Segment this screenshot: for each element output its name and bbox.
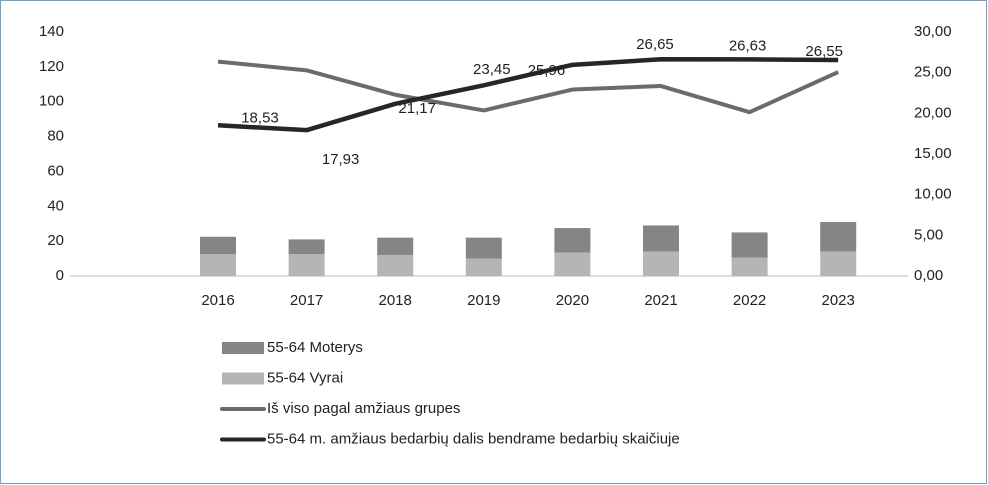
bar — [643, 225, 679, 252]
data-label: 17,93 — [322, 151, 360, 168]
bar — [731, 232, 768, 258]
y2-tick-label: 10,00 — [914, 186, 952, 203]
bar — [200, 236, 236, 255]
data-label: 26,63 — [729, 37, 767, 54]
data-label: 23,45 — [473, 61, 511, 78]
bar — [820, 251, 857, 276]
x-tick-label: 2019 — [467, 292, 500, 309]
x-tick-label: 2020 — [556, 292, 589, 309]
bar — [377, 255, 414, 276]
bar — [200, 254, 236, 276]
data-label: 21,17 — [398, 100, 436, 117]
y-tick-label: 40 — [47, 197, 64, 214]
data-label: 18,53 — [241, 109, 279, 126]
x-tick-label: 2021 — [644, 292, 677, 309]
y2-tick-label: 25,00 — [914, 64, 952, 81]
y-tick-label: 140 — [39, 23, 64, 40]
bar — [554, 228, 591, 253]
y-tick-label: 60 — [47, 162, 64, 179]
x-tick-label: 2017 — [290, 292, 323, 309]
legend-label: 55-64 m. amžiaus bedarbių dalis bendrame… — [267, 430, 680, 447]
bar — [465, 237, 502, 259]
y-tick-label: 120 — [39, 58, 64, 75]
data-label: 26,65 — [636, 36, 674, 53]
data-label: 25,96 — [528, 62, 566, 79]
y-tick-label: 80 — [47, 128, 64, 145]
bar — [465, 258, 502, 276]
bar — [377, 237, 414, 256]
x-tick-label: 2023 — [822, 292, 855, 309]
line — [217, 59, 840, 115]
legend-swatch — [222, 342, 264, 354]
legend-label: 55-64 Moterys — [267, 339, 363, 356]
x-tick-label: 2022 — [733, 292, 766, 309]
y2-tick-label: 20,00 — [914, 104, 952, 121]
legend-swatch — [222, 372, 264, 385]
line — [217, 56, 839, 133]
bar — [731, 257, 768, 276]
y2-tick-label: 30,00 — [914, 23, 952, 40]
y-tick-label: 0 — [56, 267, 64, 284]
y2-tick-label: 15,00 — [914, 145, 952, 162]
bar — [820, 221, 857, 252]
y-tick-label: 20 — [47, 232, 64, 249]
x-tick-label: 2016 — [201, 292, 234, 309]
legend-label: Iš viso pagal amžiaus grupes — [267, 400, 460, 417]
bar — [288, 239, 325, 255]
y2-tick-label: 5,00 — [914, 226, 943, 243]
y2-tick-label: 0,00 — [914, 267, 943, 284]
bar — [554, 252, 591, 276]
bar — [288, 254, 325, 276]
data-label: 26,55 — [805, 43, 843, 60]
x-tick-label: 2018 — [379, 292, 412, 309]
legend-label: 55-64 Vyrai — [267, 369, 343, 386]
y-tick-label: 100 — [39, 93, 64, 110]
bar — [643, 251, 679, 276]
